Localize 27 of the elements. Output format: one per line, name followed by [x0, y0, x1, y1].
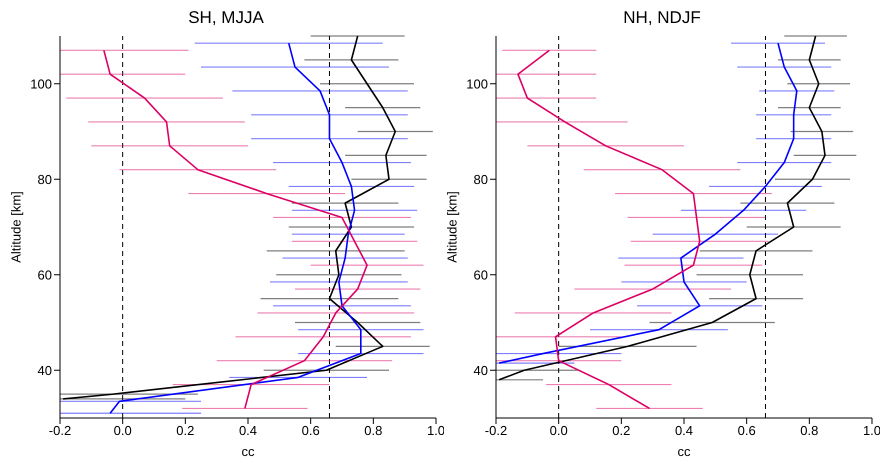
- x-tick-label: 0.6: [302, 423, 320, 438]
- y-axis-title: Altitude [km]: [444, 191, 460, 263]
- x-axis-title: cc: [242, 444, 255, 459]
- y-tick-label: 40: [474, 362, 488, 378]
- y-tick-label: 60: [38, 267, 52, 282]
- y-tick-label: 60: [474, 267, 488, 282]
- x-tick-label: 0.2: [612, 423, 630, 438]
- y-tick-label: 80: [474, 172, 488, 187]
- x-tick-label: 0.4: [674, 423, 694, 438]
- x-tick-label: 0.8: [364, 423, 382, 438]
- chart-title: SH, MJJA: [187, 8, 265, 29]
- y-axis-title: Altitude [km]: [8, 191, 24, 263]
- x-tick-label: -0.2: [48, 423, 72, 438]
- x-tick-label: 0.0: [550, 423, 568, 438]
- chart-title: NH, NDJF: [622, 8, 702, 29]
- x-tick-label: -0.2: [484, 423, 508, 438]
- x-tick-label: 0.0: [114, 423, 132, 438]
- y-tick-label: 80: [38, 172, 52, 187]
- x-tick-label: 0.4: [238, 423, 258, 438]
- x-tick-label: 0.2: [176, 423, 194, 438]
- line-series: [517, 50, 700, 410]
- x-tick-label: 0.8: [800, 423, 818, 438]
- y-tick-label: 100: [466, 76, 488, 92]
- y-tick-label: 40: [38, 362, 52, 378]
- y-tick-label: 100: [30, 76, 52, 92]
- x-tick-label: 0.6: [738, 423, 756, 438]
- x-axis-title: cc: [678, 444, 691, 459]
